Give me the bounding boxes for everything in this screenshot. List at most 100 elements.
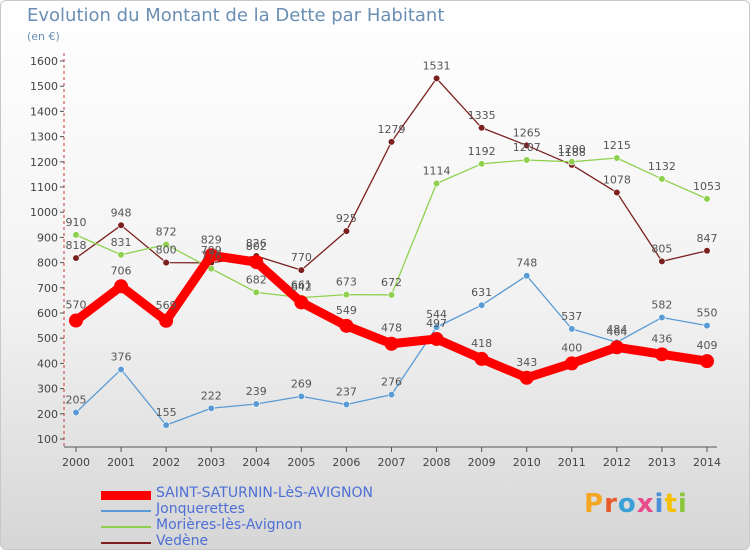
y-tick-label: 1400 (30, 105, 58, 118)
line-chart: 1002003004005006007008009001000110012001… (30, 53, 722, 469)
data-point (162, 259, 170, 267)
y-tick-label: 1300 (30, 131, 58, 144)
proxiti-logo: Proxiti (584, 489, 688, 519)
data-label: 343 (516, 356, 537, 369)
data-point (204, 248, 219, 263)
y-tick-label: 800 (37, 257, 58, 270)
data-label: 642 (291, 280, 312, 293)
data-label: 706 (111, 264, 132, 277)
x-tick-label: 2010 (513, 456, 541, 469)
data-point (117, 221, 125, 229)
x-tick-label: 2006 (332, 456, 360, 469)
data-point (114, 279, 129, 294)
data-label: 802 (246, 240, 267, 253)
data-point (703, 247, 711, 255)
data-point (384, 336, 399, 351)
x-tick-label: 2011 (558, 456, 586, 469)
x-tick-label: 2003 (197, 456, 225, 469)
legend-label: Jonquerettes (156, 501, 245, 517)
logo-letter: x (636, 489, 655, 519)
data-point (72, 254, 80, 262)
legend-swatch-saint-saturnin (101, 491, 151, 500)
data-point (342, 400, 351, 409)
data-label: 436 (651, 332, 672, 345)
data-label: 776 (201, 250, 222, 263)
x-tick-label: 2013 (648, 456, 676, 469)
data-label: 484 (606, 323, 627, 336)
data-point (478, 301, 486, 309)
data-label: 570 (66, 299, 87, 312)
data-point (117, 251, 125, 259)
data-label: 464 (606, 325, 627, 338)
data-label: 569 (156, 299, 177, 312)
legend-label: SAINT-SATURNIN-LèS-AVIGNON (156, 485, 373, 501)
data-label: 376 (111, 350, 132, 363)
y-tick-label: 1200 (30, 156, 58, 169)
data-point (69, 313, 83, 328)
data-point (342, 227, 351, 235)
logo-letter: t (664, 489, 678, 519)
data-point (478, 160, 486, 168)
data-point (252, 400, 260, 408)
data-label: 222 (201, 389, 222, 402)
x-tick-label: 2004 (242, 456, 270, 469)
data-point (207, 265, 215, 273)
data-point (658, 257, 666, 265)
data-labels: 818 948 800 799 826 770 925 1279 1531 1335 1265 118… (66, 59, 722, 419)
data-point (654, 347, 669, 362)
x-tick-label: 2012 (603, 456, 631, 469)
data-label: 418 (471, 337, 492, 350)
data-label: 1215 (603, 139, 631, 152)
data-point (162, 240, 170, 249)
data-label: 276 (381, 376, 402, 389)
data-label: 1335 (468, 109, 496, 122)
data-label: 925 (336, 212, 357, 225)
data-label: 239 (246, 385, 267, 398)
data-label: 1279 (378, 123, 406, 136)
data-label: 872 (156, 225, 177, 238)
data-point (429, 331, 444, 346)
data-label: 1132 (648, 160, 676, 173)
data-label: 847 (697, 232, 718, 245)
legend-swatch-morieres (101, 526, 151, 528)
data-label: 205 (66, 394, 87, 407)
data-point (523, 141, 531, 150)
legend-label: Morières-lès-Avignon (156, 517, 302, 533)
data-label: 409 (697, 339, 718, 352)
x-tick-label: 2014 (693, 456, 721, 469)
data-point (568, 325, 576, 333)
y-tick-label: 1500 (30, 80, 58, 93)
data-point (703, 195, 711, 203)
logo-letter: i (677, 489, 688, 519)
data-point (432, 179, 441, 188)
x-tick-label: 2005 (287, 456, 315, 469)
chart-series (69, 74, 714, 429)
data-label: 549 (336, 304, 357, 317)
data-point (387, 138, 396, 146)
data-point (613, 154, 621, 162)
data-point (159, 313, 174, 328)
data-label: 237 (336, 385, 357, 398)
data-point (519, 370, 534, 385)
data-point (387, 391, 396, 399)
chart-subtitle: (en €) (27, 30, 60, 43)
chart-axes: 1002003004005006007008009001000110012001… (30, 53, 721, 469)
data-label: 1207 (513, 141, 541, 154)
data-label: 1200 (558, 143, 586, 156)
data-point (249, 255, 264, 270)
data-label: 537 (561, 310, 582, 323)
chart-title: Evolution du Montant de la Dette par Hab… (27, 5, 445, 26)
x-tick-label: 2008 (423, 456, 451, 469)
legend-swatch-vedene (101, 542, 151, 544)
data-point (432, 74, 441, 82)
y-tick-label: 100 (37, 433, 58, 446)
data-point (700, 354, 714, 369)
y-tick-label: 600 (37, 307, 58, 320)
logo-letter: r (604, 489, 618, 519)
data-point (523, 272, 531, 280)
x-tick-label: 2007 (378, 456, 406, 469)
data-point (72, 231, 80, 239)
data-point (609, 340, 624, 355)
data-label: 829 (201, 233, 222, 246)
data-label: 155 (156, 406, 177, 419)
